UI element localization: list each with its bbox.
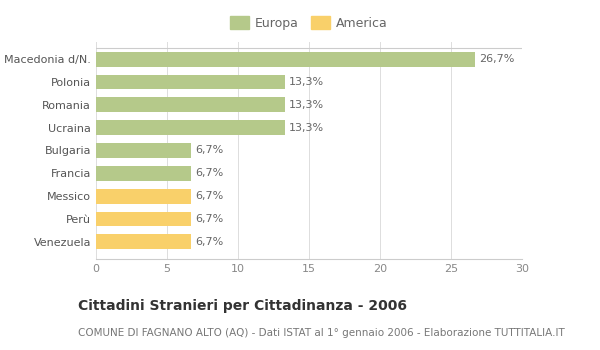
Text: 6,7%: 6,7% xyxy=(196,214,224,224)
Text: Cittadini Stranieri per Cittadinanza - 2006: Cittadini Stranieri per Cittadinanza - 2… xyxy=(78,299,407,313)
Text: 13,3%: 13,3% xyxy=(289,77,324,87)
Text: 13,3%: 13,3% xyxy=(289,100,324,110)
Bar xyxy=(96,166,191,181)
Text: 26,7%: 26,7% xyxy=(479,54,515,64)
Text: 6,7%: 6,7% xyxy=(196,191,224,201)
Bar xyxy=(96,52,475,67)
Text: 6,7%: 6,7% xyxy=(196,237,224,247)
Text: COMUNE DI FAGNANO ALTO (AQ) - Dati ISTAT al 1° gennaio 2006 - Elaborazione TUTTI: COMUNE DI FAGNANO ALTO (AQ) - Dati ISTAT… xyxy=(78,328,565,338)
Text: 6,7%: 6,7% xyxy=(196,168,224,178)
Bar xyxy=(96,98,285,112)
Text: 6,7%: 6,7% xyxy=(196,146,224,155)
Bar xyxy=(96,234,191,249)
Bar xyxy=(96,211,191,226)
Bar xyxy=(96,189,191,203)
Bar xyxy=(96,143,191,158)
Text: 13,3%: 13,3% xyxy=(289,123,324,133)
Bar xyxy=(96,75,285,90)
Legend: Europa, America: Europa, America xyxy=(227,14,391,32)
Bar xyxy=(96,120,285,135)
